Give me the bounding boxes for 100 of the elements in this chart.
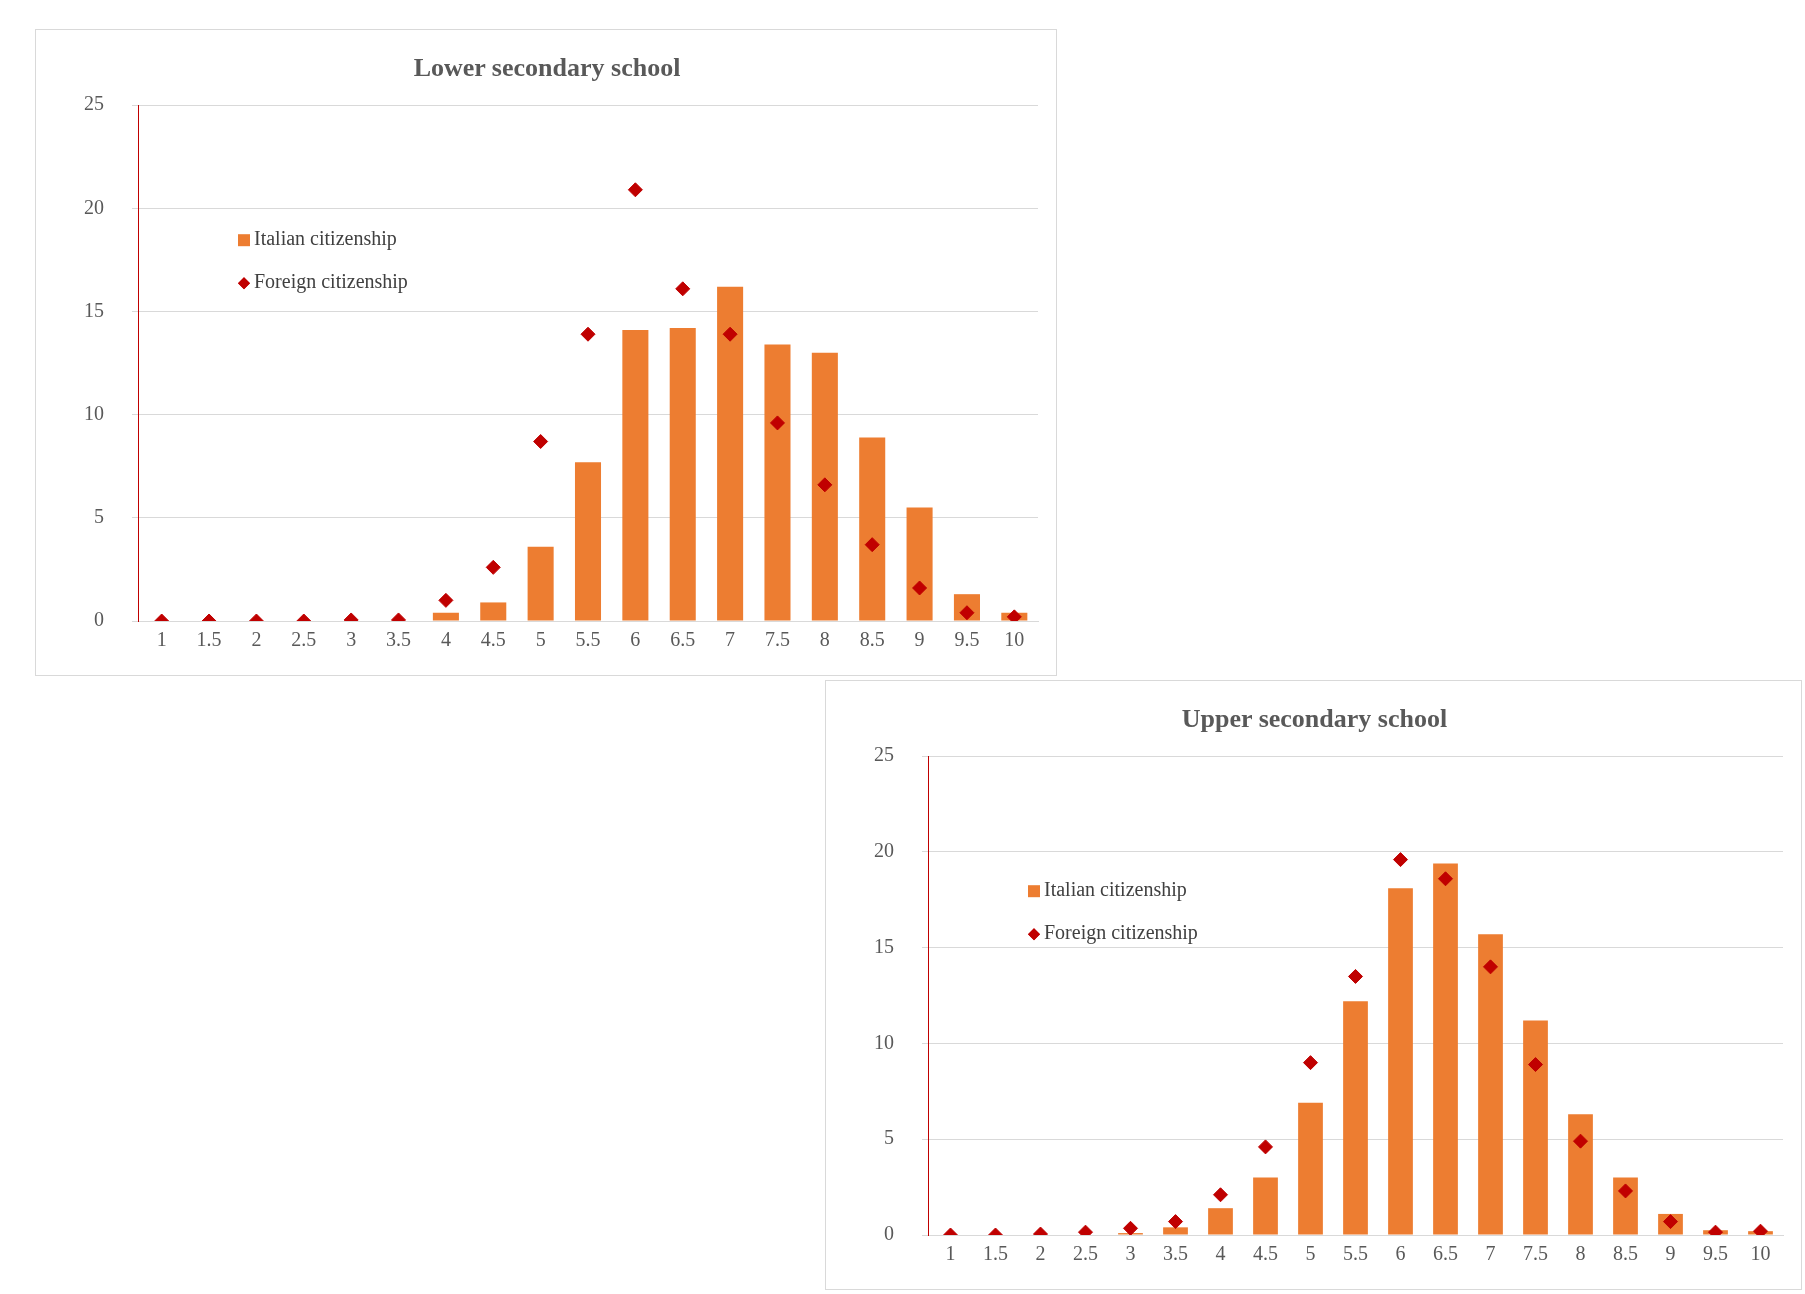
bar — [1433, 863, 1458, 1235]
point — [912, 580, 928, 596]
bar — [527, 546, 554, 621]
x-tick-label: 1.5 — [983, 1242, 1008, 1265]
x-tick-label: 6.5 — [670, 628, 696, 651]
legend-label: Italian citizenship — [1044, 878, 1187, 902]
y-tick-label: 10 — [874, 1030, 894, 1053]
x-tick-label: 5.5 — [575, 628, 601, 651]
x-tick-label: 8.5 — [859, 628, 885, 651]
bar — [811, 352, 838, 621]
x-tick-label: 9 — [1665, 1242, 1676, 1265]
x-tick-label: 2.5 — [291, 628, 317, 651]
x-tick-label: 8 — [1575, 1242, 1586, 1265]
bar — [432, 612, 459, 621]
x-tick-label: 1 — [945, 1242, 956, 1265]
x-tick-label: 8.5 — [1613, 1242, 1638, 1265]
point — [864, 537, 880, 553]
y-tick-label: 5 — [94, 505, 104, 528]
x-tick-label: 5 — [535, 628, 546, 651]
x-tick-label: 1.5 — [196, 628, 222, 651]
legend-label: Italian citizenship — [254, 227, 397, 251]
x-tick-label: 9 — [914, 628, 925, 651]
point — [485, 559, 501, 575]
bar — [859, 437, 886, 621]
bar — [1388, 888, 1413, 1235]
y-tick-label: 25 — [874, 743, 894, 766]
x-tick-label: 10 — [1750, 1242, 1771, 1265]
y-tick-label: 20 — [874, 839, 894, 862]
legend-label: Foreign citizenship — [254, 270, 408, 294]
point — [438, 592, 454, 608]
x-tick-label: 10 — [1004, 628, 1025, 651]
x-tick-label: 6.5 — [1433, 1242, 1458, 1265]
point — [1483, 959, 1498, 975]
x-tick-label: 6 — [630, 628, 641, 651]
y-tick-label: 0 — [94, 608, 104, 631]
point — [1438, 871, 1453, 887]
point — [627, 182, 643, 198]
bar — [1253, 1177, 1278, 1235]
bar — [1208, 1208, 1233, 1235]
x-tick-label: 9.5 — [1703, 1242, 1728, 1265]
y-tick-label: 25 — [84, 92, 104, 115]
bar — [1523, 1020, 1548, 1235]
point — [1303, 1055, 1318, 1071]
bar — [1343, 1001, 1368, 1235]
point — [1168, 1214, 1183, 1230]
x-tick-label: 7.5 — [764, 628, 790, 651]
point — [1348, 968, 1363, 984]
y-tick-label: 5 — [884, 1126, 894, 1149]
point — [1006, 609, 1022, 621]
y-tick-label: 15 — [84, 298, 104, 321]
chart-title: Lower secondary school — [413, 53, 681, 83]
point — [1123, 1220, 1138, 1235]
x-tick-label: 5 — [1305, 1242, 1316, 1265]
point — [533, 434, 549, 449]
point — [769, 415, 785, 431]
y-tick-label: 20 — [84, 195, 104, 218]
bar — [717, 286, 744, 621]
x-tick-label: 3.5 — [1163, 1242, 1188, 1265]
bar — [574, 462, 602, 621]
bar — [764, 344, 791, 621]
x-tick-label: 5.5 — [1343, 1242, 1368, 1265]
x-tick-label: 4.5 — [1253, 1242, 1278, 1265]
x-tick-label: 9.5 — [954, 628, 980, 651]
x-tick-label: 4.5 — [480, 628, 506, 651]
point — [722, 326, 738, 342]
bar — [480, 602, 507, 621]
point — [580, 326, 596, 342]
y-tick-label: 10 — [84, 401, 104, 424]
point — [1618, 1183, 1633, 1199]
bar — [1163, 1227, 1188, 1235]
bar — [622, 330, 649, 621]
point — [1573, 1133, 1588, 1149]
x-tick-label: 3 — [1125, 1242, 1136, 1265]
y-tick-label: 15 — [874, 934, 894, 957]
x-tick-label: 2.5 — [1073, 1242, 1098, 1265]
x-tick-label: 3.5 — [386, 628, 412, 651]
point — [1528, 1057, 1543, 1073]
bar — [906, 507, 933, 621]
y-tick-label: 0 — [884, 1222, 894, 1245]
x-tick-label: 4 — [440, 628, 451, 651]
x-tick-label: 2 — [251, 628, 262, 651]
x-tick-label: 4 — [1215, 1242, 1226, 1265]
bar — [1568, 1114, 1593, 1235]
x-tick-label: 3 — [346, 628, 357, 651]
point — [1213, 1187, 1228, 1203]
bar — [1478, 934, 1503, 1235]
bar — [669, 328, 696, 621]
x-tick-label: 7.5 — [1523, 1242, 1548, 1265]
point — [1393, 852, 1408, 868]
point — [675, 281, 691, 297]
x-tick-label: 7 — [725, 628, 736, 651]
x-tick-label: 1 — [156, 628, 167, 651]
x-tick-label: 8 — [819, 628, 830, 651]
x-tick-label: 6 — [1395, 1242, 1406, 1265]
point — [817, 477, 833, 493]
point — [1258, 1139, 1273, 1155]
x-tick-label: 2 — [1035, 1242, 1046, 1265]
chart-title: Upper secondary school — [1181, 704, 1448, 734]
legend-label: Foreign citizenship — [1044, 921, 1198, 945]
bar — [1613, 1177, 1638, 1235]
